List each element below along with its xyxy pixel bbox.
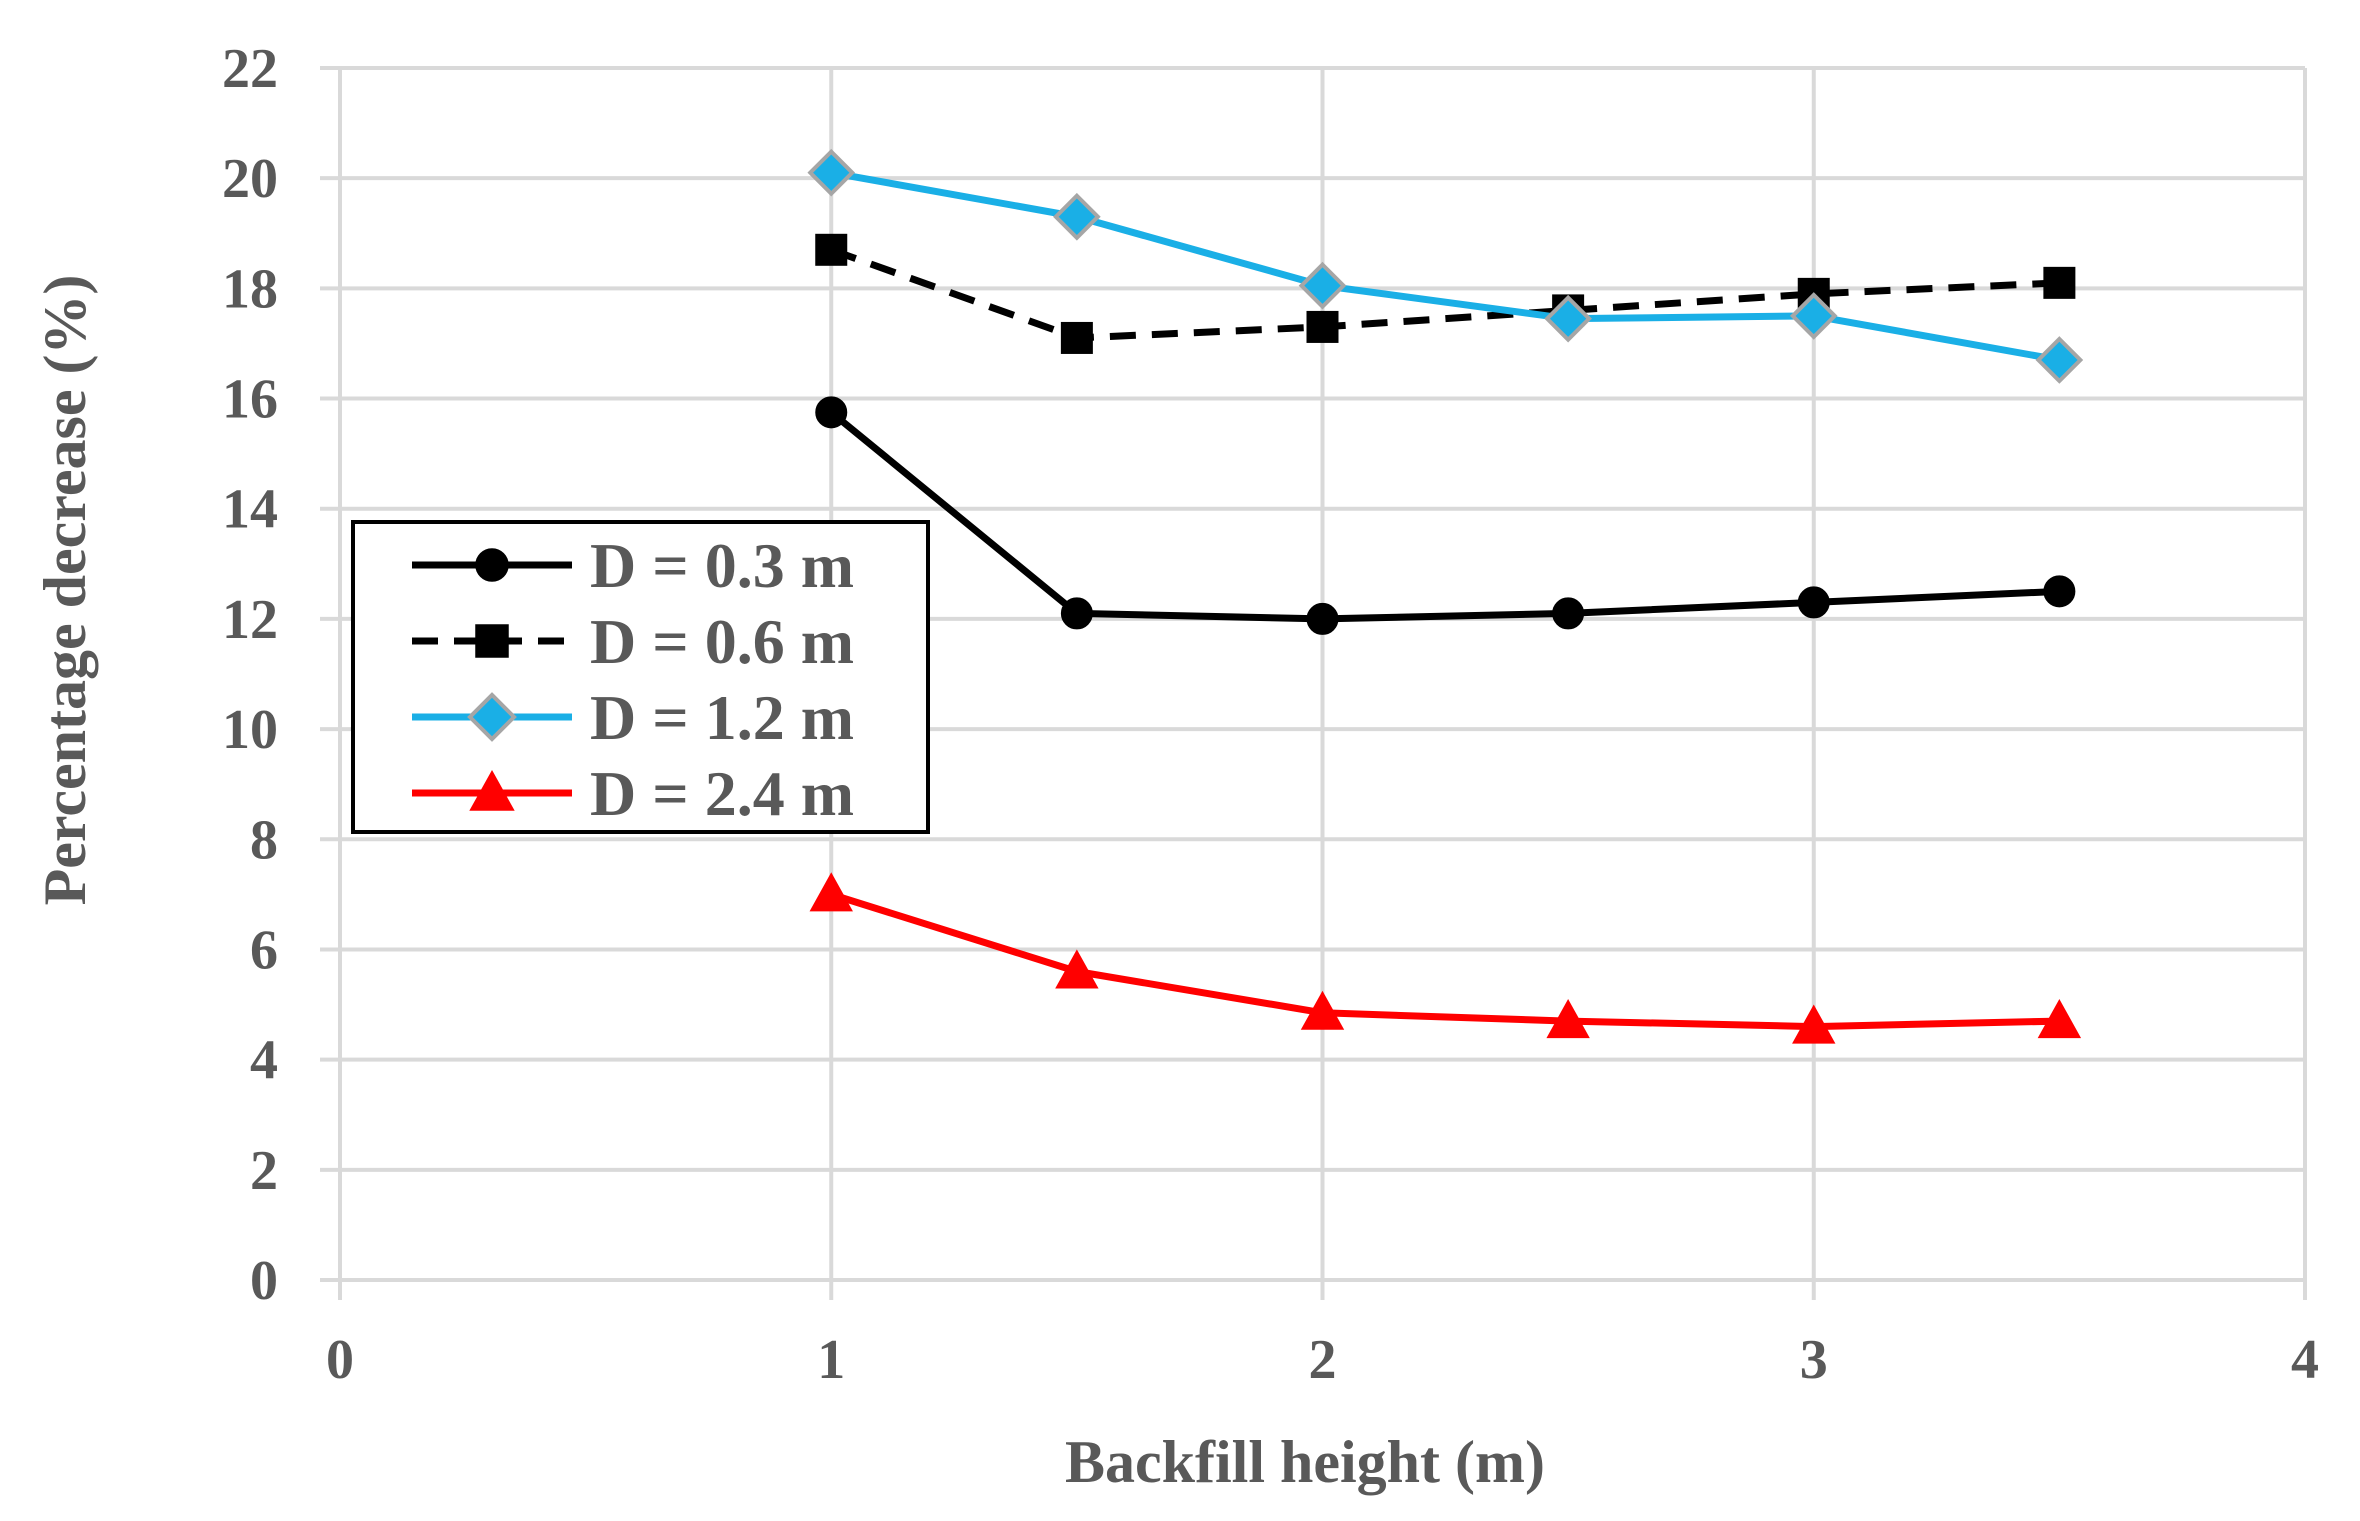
data-point-d-1-2m — [1544, 294, 1592, 343]
legend-item-d-2-4m: D = 2.4 m — [412, 758, 854, 829]
series-line-d-0-3m — [829, 409, 2060, 623]
y-axis-label: Percentage decrease (%) — [32, 275, 98, 906]
data-point-d-0-3m — [1306, 602, 1339, 635]
data-point-d-0-3m — [1552, 597, 1585, 630]
x-tick-label: 3 — [1800, 1329, 1828, 1391]
x-axis-label: Backfill height (m) — [1065, 1429, 1545, 1495]
y-tick-label: 2 — [250, 1140, 278, 1202]
legend-item-d-0-6m: D = 0.6 m — [412, 606, 854, 677]
data-point-d-2-4m — [1792, 1004, 1836, 1044]
data-point-d-0-6m — [1060, 321, 1093, 354]
legend-marker — [475, 624, 509, 658]
series-d-0-3m — [815, 396, 2076, 635]
legend-label: D = 2.4 m — [590, 758, 854, 829]
data-point-d-2-4m — [1300, 990, 1345, 1030]
series-d-1-2m — [807, 148, 2084, 384]
data-point-d-2-4m — [1055, 949, 1099, 989]
y-tick-label: 22 — [222, 38, 278, 100]
data-point-d-1-2m — [1789, 292, 1838, 340]
y-tick-label: 20 — [222, 148, 278, 210]
legend-marker — [469, 769, 515, 811]
y-tick-label: 16 — [222, 369, 278, 431]
data-point-d-1-2m — [2035, 336, 2084, 384]
data-point-d-0-3m — [1797, 586, 1830, 619]
x-tick-label: 1 — [817, 1329, 845, 1391]
data-point-d-0-6m — [1306, 310, 1339, 343]
legend-marker — [467, 692, 517, 742]
data-point-d-0-6m — [815, 233, 848, 266]
series-line-d-0-6m — [830, 246, 2060, 342]
x-tick-label: 0 — [326, 1329, 354, 1391]
legend-label: D = 0.6 m — [590, 606, 854, 677]
data-point-d-2-4m — [2037, 999, 2082, 1039]
data-point-d-1-2m — [1298, 261, 1347, 310]
x-tick-label: 4 — [2291, 1329, 2319, 1391]
legend-item-d-0-3m: D = 0.3 m — [412, 530, 854, 601]
data-point-d-1-2m — [1053, 192, 1101, 241]
legend-label: D = 1.2 m — [590, 682, 854, 753]
series-d-2-4m — [809, 872, 2082, 1044]
series-line-d-1-2m — [830, 169, 2060, 364]
y-tick-label: 18 — [222, 258, 278, 320]
y-tick-label: 0 — [250, 1250, 278, 1312]
legend-item-d-1-2m: D = 1.2 m — [412, 682, 854, 753]
y-tick-label: 14 — [222, 479, 278, 541]
y-tick-label: 6 — [250, 919, 278, 981]
data-point-d-0-6m — [2043, 266, 2076, 299]
series-line-d-2-4m — [830, 891, 2060, 1031]
legend-marker — [475, 548, 509, 582]
x-tick-label: 2 — [1309, 1329, 1337, 1391]
legend-box — [351, 520, 930, 834]
data-point-d-1-2m — [807, 148, 856, 197]
y-tick-label: 4 — [250, 1030, 278, 1092]
y-tick-label: 10 — [222, 699, 278, 761]
data-point-d-0-3m — [1060, 597, 1093, 630]
x-axis-ticks: 0 1 2 3 4 — [326, 1329, 2319, 1391]
data-point-d-2-4m — [1546, 999, 1590, 1039]
legend-label: D = 0.3 m — [590, 530, 854, 601]
legend: D = 0.3 mD = 0.6 mD = 1.2 mD = 2.4 m — [351, 520, 930, 834]
y-axis-ticks: 0 2 4 6 8 10 12 14 16 18 20 22 — [222, 38, 278, 1312]
y-tick-label: 8 — [250, 809, 278, 871]
data-point-d-0-3m — [2043, 575, 2076, 608]
data-point-d-2-4m — [809, 872, 853, 912]
data-point-d-0-3m — [815, 396, 848, 429]
series-d-0-6m — [815, 233, 2076, 354]
y-tick-label: 12 — [222, 589, 278, 651]
series-layer — [807, 148, 2084, 1044]
